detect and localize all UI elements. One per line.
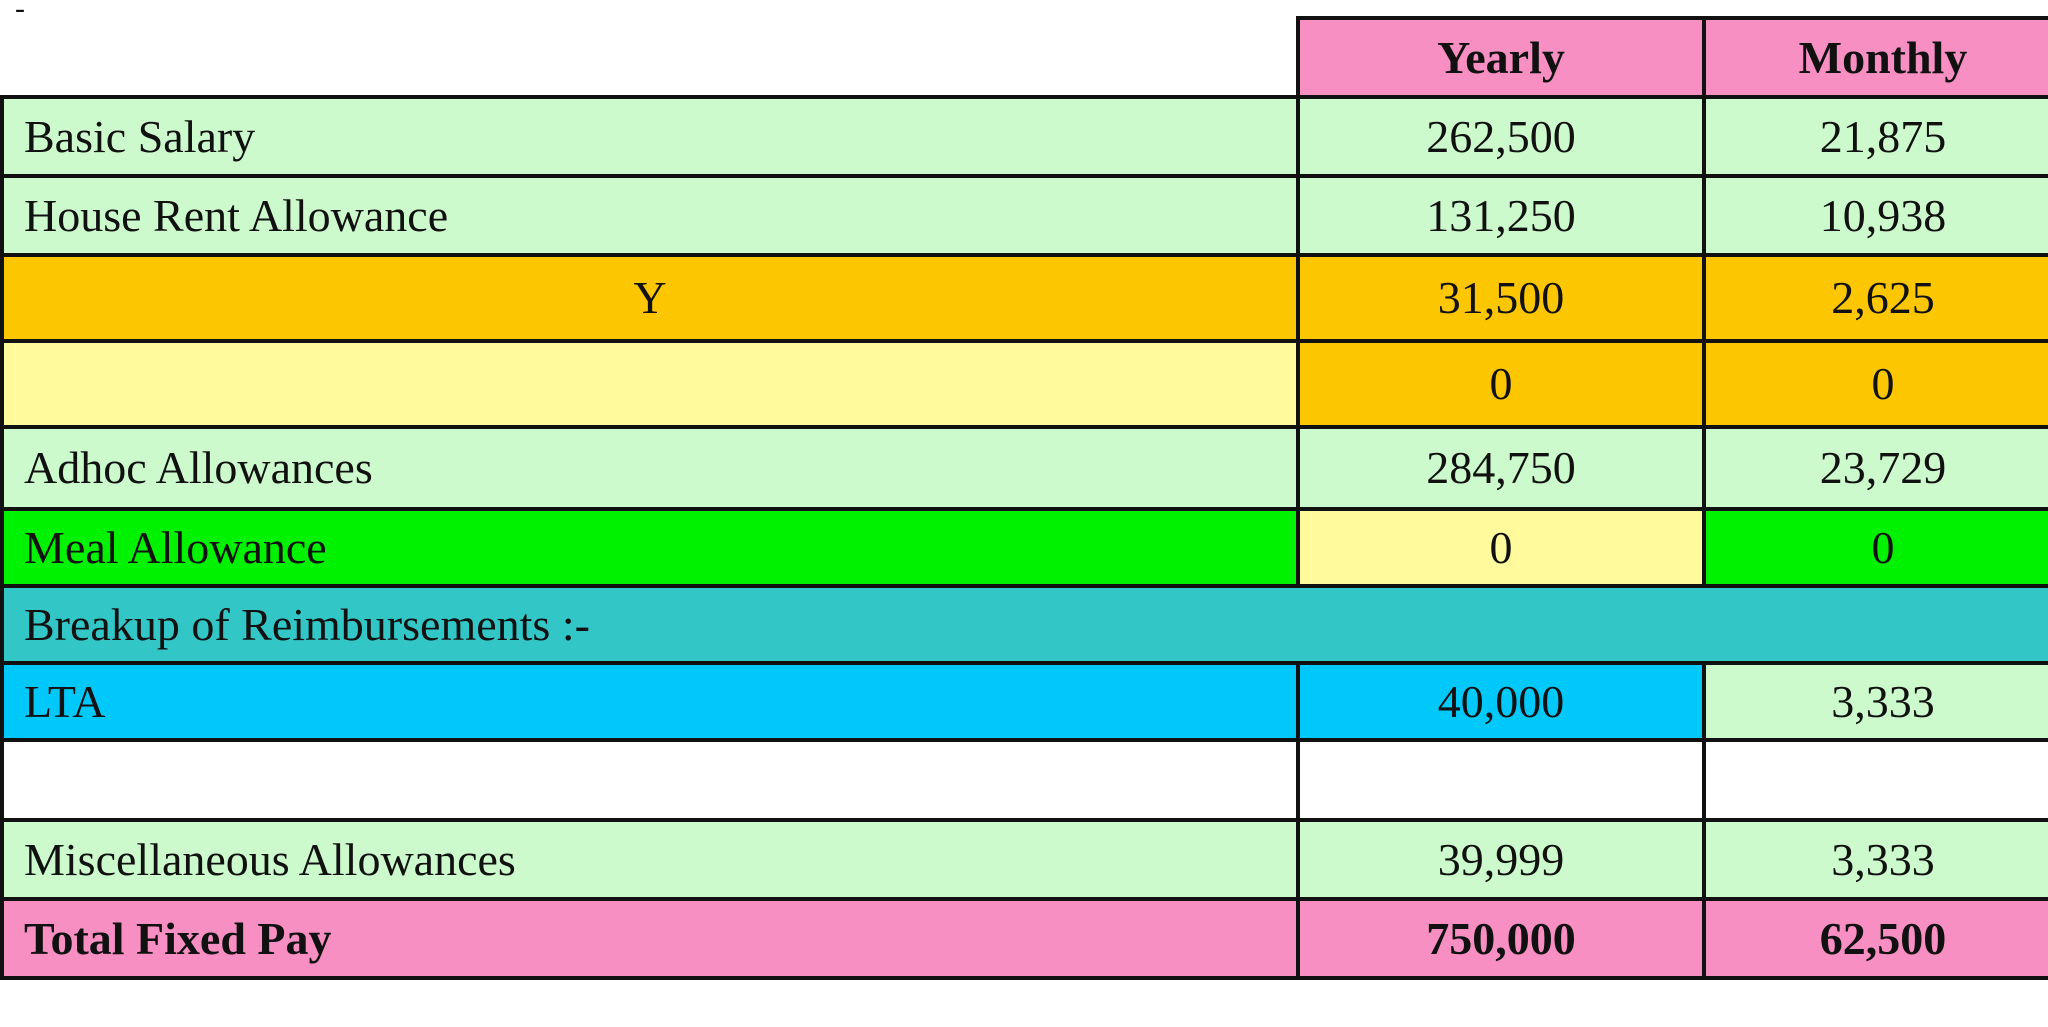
row-label: LTA	[0, 661, 1300, 742]
header-blank-cell	[2, 18, 1300, 99]
monthly-value: 0	[1702, 339, 2048, 429]
table-row	[0, 738, 2048, 822]
monthly-value: 3,333	[1702, 818, 2048, 901]
monthly-value: 3,333	[1702, 661, 2048, 742]
section-row: Breakup of Reimbursements :-	[0, 584, 2048, 665]
table-row: Meal Allowance 0 0	[0, 507, 2048, 588]
table-row: Y 31,500 2,625	[0, 253, 2048, 343]
row-label: Meal Allowance	[0, 507, 1300, 588]
row-label	[0, 738, 1300, 822]
row-label	[0, 339, 1300, 429]
yearly-value: 40,000	[1296, 661, 1706, 742]
total-monthly-value: 62,500	[1702, 897, 2048, 980]
table-row: 0 0	[0, 339, 2048, 429]
table-row: Miscellaneous Allowances 39,999 3,333	[0, 818, 2048, 901]
section-label: Breakup of Reimbursements :-	[0, 584, 1298, 665]
row-label: Miscellaneous Allowances	[0, 818, 1300, 901]
yearly-value: 0	[1296, 339, 1706, 429]
yearly-value	[1296, 738, 1706, 822]
row-label: Y	[0, 253, 1300, 343]
dash-marker: -	[15, 0, 25, 25]
monthly-value: 2,625	[1702, 253, 2048, 343]
yearly-value	[1298, 584, 1704, 665]
monthly-value	[1702, 738, 2048, 822]
row-label: Basic Salary	[0, 95, 1300, 178]
row-label: Adhoc Allowances	[0, 425, 1300, 511]
monthly-value: 23,729	[1702, 425, 2048, 511]
table-header-row: Yearly Monthly	[2, 16, 2048, 99]
monthly-column-header: Monthly	[1702, 16, 2048, 99]
yearly-value: 31,500	[1296, 253, 1706, 343]
row-label: House Rent Allowance	[0, 174, 1300, 257]
yearly-value: 0	[1296, 507, 1706, 588]
monthly-value: 10,938	[1702, 174, 2048, 257]
total-label: Total Fixed Pay	[0, 897, 1300, 980]
salary-breakup-table: Yearly Monthly Basic Salary 262,500 21,8…	[0, 16, 2048, 980]
monthly-value: 21,875	[1702, 95, 2048, 178]
table-row: Basic Salary 262,500 21,875	[0, 95, 2048, 178]
monthly-value: 0	[1702, 507, 2048, 588]
monthly-value	[1704, 584, 2048, 665]
yearly-column-header: Yearly	[1296, 16, 1706, 99]
yearly-value: 262,500	[1296, 95, 1706, 178]
total-yearly-value: 750,000	[1296, 897, 1706, 980]
yearly-value: 131,250	[1296, 174, 1706, 257]
table-row: Adhoc Allowances 284,750 23,729	[0, 425, 2048, 511]
yearly-value: 284,750	[1296, 425, 1706, 511]
table-row: LTA 40,000 3,333	[0, 661, 2048, 742]
total-row: Total Fixed Pay 750,000 62,500	[0, 897, 2048, 980]
table-row: House Rent Allowance 131,250 10,938	[0, 174, 2048, 257]
yearly-value: 39,999	[1296, 818, 1706, 901]
